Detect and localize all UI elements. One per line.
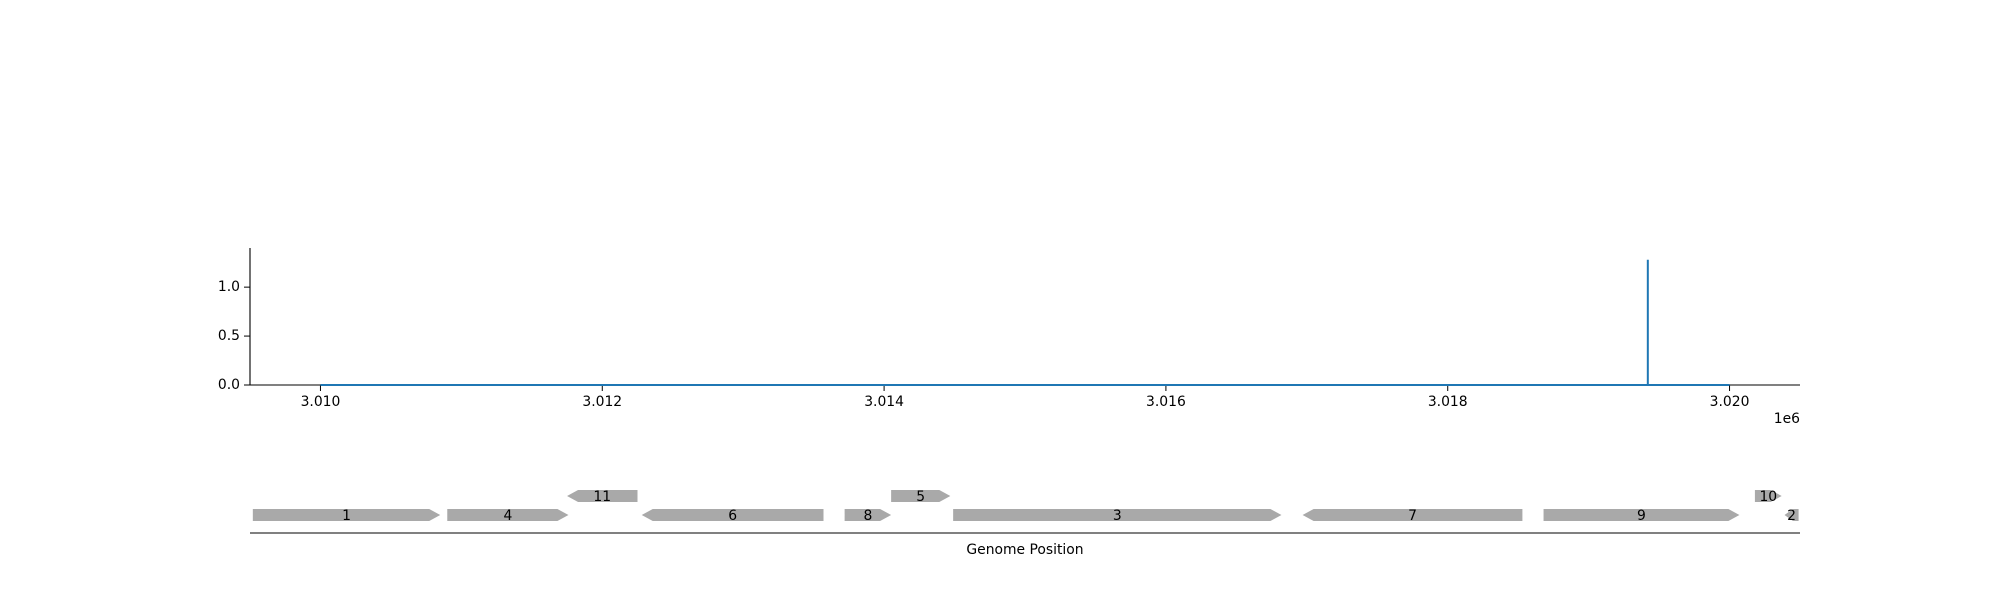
gene-arrow [447, 509, 569, 521]
x-tick-label: 3.012 [582, 394, 622, 410]
y-tick-label: 1.0 [218, 279, 240, 295]
gene-label: 3 [1113, 508, 1122, 524]
x-tick-label: 3.016 [1146, 394, 1186, 410]
y-tick-label: 0.5 [218, 328, 240, 344]
gene-arrow [252, 509, 441, 521]
gene-arrow [1754, 490, 1782, 502]
gene-label: 8 [863, 508, 872, 524]
gene-label: 2 [1787, 508, 1796, 524]
gene-arrow [953, 509, 1282, 521]
gene-label: 1 [342, 508, 351, 524]
gene-arrow [1302, 509, 1523, 521]
gene-label: 7 [1408, 508, 1417, 524]
x-tick-label: 3.014 [864, 394, 904, 410]
series-line [320, 259, 1730, 386]
gene-map-xlabel: Genome Position [966, 542, 1083, 558]
gene-arrow [1784, 509, 1799, 521]
gene-label: 11 [593, 489, 611, 505]
coverage-plot: 0.00.51.03.010 3.012 3.014 3.016 3.018 3.020 … [218, 248, 1800, 427]
gene-label: 10 [1759, 489, 1777, 505]
y-tick-label: 0.0 [218, 377, 240, 393]
gene-label: 6 [728, 508, 737, 524]
gene-arrow [567, 490, 638, 502]
x-tick-label: 3.010 [301, 394, 341, 410]
gene-arrow [1543, 509, 1740, 521]
gene-label: 4 [503, 508, 512, 524]
gene-arrow [844, 509, 892, 521]
x-tick-label: 3.020 [1710, 394, 1750, 410]
x-tick-label: 3.018 [1428, 394, 1468, 410]
gene-arrow [891, 490, 951, 502]
gene-label: 9 [1637, 508, 1646, 524]
x-offset-label: 1e6 [1774, 411, 1800, 427]
gene-map: 1 4 11 6 8 5 3 7 9 10 2 Genome Position [250, 489, 1800, 558]
gene-arrow [641, 509, 824, 521]
gene-label: 5 [916, 489, 925, 505]
